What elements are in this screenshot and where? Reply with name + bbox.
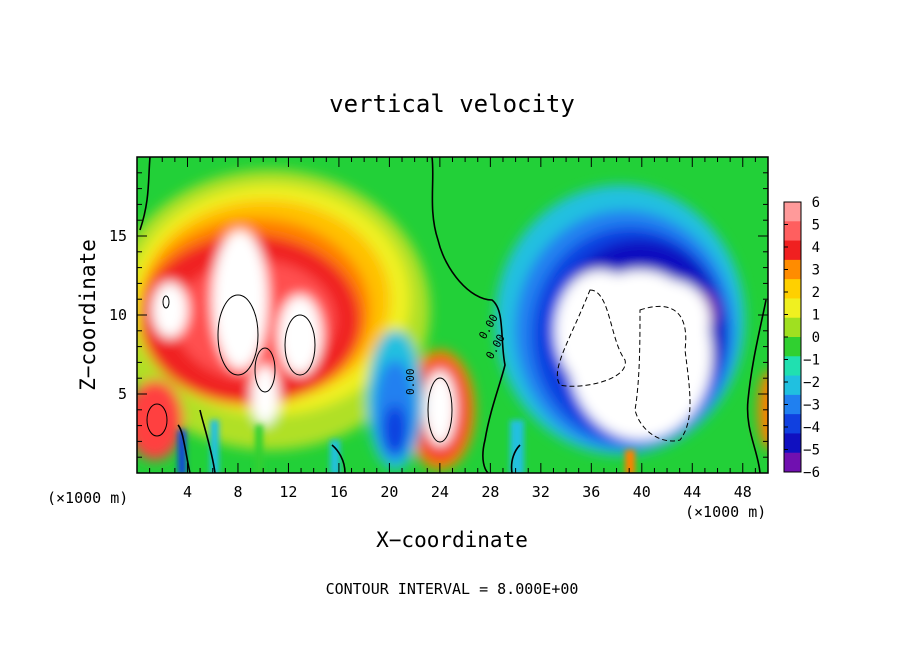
y-tick-label: 10 <box>109 306 127 324</box>
x-tick-label: 44 <box>683 483 701 501</box>
colorbar-label: 2 <box>812 285 820 301</box>
x-tick-label: 8 <box>233 483 242 501</box>
x-tick-label: 32 <box>532 483 550 501</box>
x-tick-label: 24 <box>431 483 449 501</box>
colorbar-swatch <box>784 375 801 396</box>
x-axis-label: X−coordinate <box>376 528 528 552</box>
colorbar-swatch <box>784 414 801 434</box>
x-tick-label: 4 <box>183 483 192 501</box>
colorbar-swatch <box>784 259 801 280</box>
colorbar-swatch <box>784 279 801 299</box>
colorbar-label: −3 <box>803 398 820 414</box>
contour-interval-note: CONTOUR INTERVAL = 8.000E+00 <box>326 580 579 598</box>
colorbar-swatch <box>784 452 801 473</box>
contour-label: 0.00 <box>404 369 417 396</box>
colorbar-label: 4 <box>812 240 820 256</box>
y-tick-label: 5 <box>118 385 127 403</box>
x-tick-label: 36 <box>582 483 600 501</box>
x-tick-label: 48 <box>734 483 752 501</box>
colorbar-swatch <box>784 202 801 222</box>
x-tick-label: 12 <box>279 483 297 501</box>
x-tick-label: 28 <box>481 483 499 501</box>
colorbar-label: 1 <box>812 308 820 324</box>
colorbar-label: 6 <box>812 195 820 211</box>
colorbar-label: 0 <box>812 330 820 346</box>
colorbar-swatch <box>784 356 801 377</box>
colorbar: 6 5 4 3 2 1 0 −1 −2 −3 −4 −5 −6 <box>783 195 820 481</box>
colorbar-label: 3 <box>812 263 820 279</box>
x-axis: 4 8 12 16 20 24 28 32 36 40 44 48 <box>149 157 756 501</box>
colorbar-swatch <box>784 298 801 319</box>
x-tick-label: 20 <box>380 483 398 501</box>
y-axis: 5 10 15 <box>109 172 768 458</box>
x-tick-label: 16 <box>330 483 348 501</box>
colorbar-swatch <box>784 221 801 242</box>
colorbar-swatch <box>784 433 801 454</box>
colorbar-label: −1 <box>803 353 820 369</box>
colorbar-swatch <box>784 394 801 415</box>
colorbar-label: −6 <box>803 465 820 481</box>
x-unit-label-right: (×1000 m) <box>685 503 766 521</box>
colorbar-label: 5 <box>812 218 820 234</box>
y-axis-label: Z−coordinate <box>76 239 100 391</box>
colorbar-label: −5 <box>803 443 820 459</box>
x-unit-label-left: (×1000 m) <box>47 489 128 507</box>
colorbar-label: −2 <box>803 375 820 391</box>
heatmap-field <box>137 157 768 473</box>
colorbar-swatch <box>784 337 801 357</box>
colorbar-label: −4 <box>803 420 820 436</box>
y-tick-label: 15 <box>109 227 127 245</box>
chart-title: vertical velocity <box>329 90 575 118</box>
zero-contours <box>139 157 767 473</box>
colorbar-swatch <box>784 317 801 338</box>
colorbar-swatch <box>784 240 801 261</box>
x-tick-label: 40 <box>633 483 651 501</box>
